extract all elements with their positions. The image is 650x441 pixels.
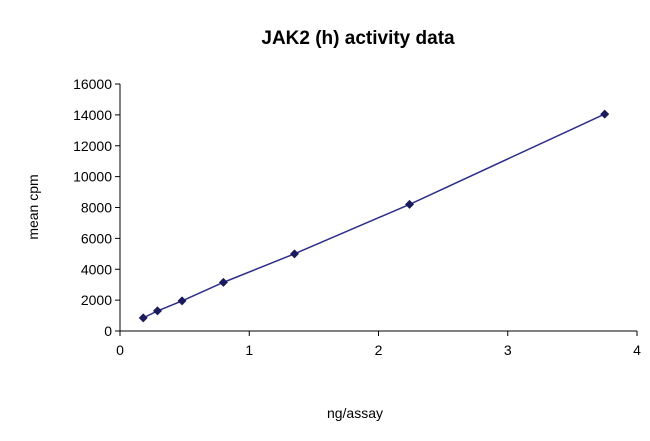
plot-area (138, 109, 610, 323)
x-tick-label: 1 (245, 342, 253, 358)
y-tick-label: 14000 (73, 107, 112, 123)
x-tick-label: 3 (504, 342, 512, 358)
y-tick-label: 8000 (81, 200, 112, 216)
x-tick-label: 4 (633, 342, 641, 358)
data-point (177, 296, 187, 306)
x-tick-label: 0 (116, 342, 124, 358)
axes: 0 2000 4000 6000 8000 10000 12000 14000 16000 0 1 2… (73, 76, 641, 358)
y-tick-label: 6000 (81, 230, 112, 246)
series-line (142, 113, 606, 319)
x-axis-label: ng/assay (327, 405, 383, 421)
data-point (152, 306, 162, 316)
x-tick-label: 2 (375, 342, 383, 358)
data-point (600, 109, 610, 119)
y-axis-label: mean cpm (25, 174, 41, 239)
data-point (289, 249, 299, 259)
y-tick-label: 0 (104, 323, 112, 339)
data-point (138, 313, 148, 323)
chart-title: JAK2 (h) activity data (261, 28, 455, 49)
y-tick-label: 12000 (73, 138, 112, 154)
y-tick-label: 16000 (73, 76, 112, 92)
y-tick-label: 4000 (81, 261, 112, 277)
data-point (405, 199, 415, 209)
y-tick-label: 10000 (73, 169, 112, 185)
data-point (218, 277, 228, 287)
y-tick-label: 2000 (81, 292, 112, 308)
